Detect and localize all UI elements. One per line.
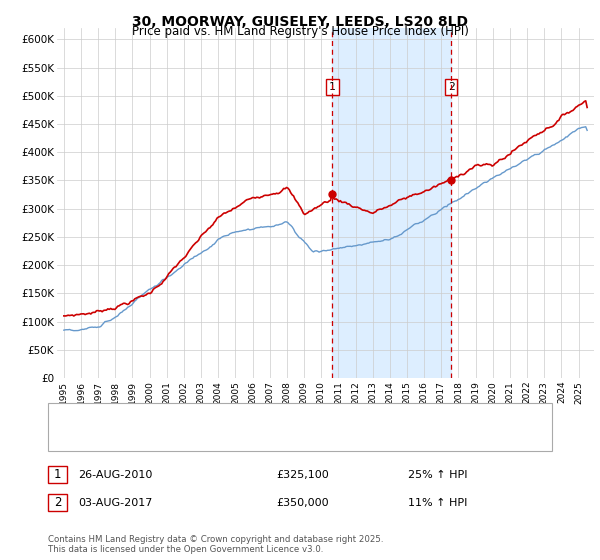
Text: £350,000: £350,000 [276, 498, 329, 508]
Text: 2: 2 [54, 496, 61, 510]
Text: 2: 2 [448, 82, 455, 92]
Text: 30, MOORWAY, GUISELEY, LEEDS, LS20 8LD (detached house): 30, MOORWAY, GUISELEY, LEEDS, LS20 8LD (… [102, 412, 424, 422]
Text: 03-AUG-2017: 03-AUG-2017 [78, 498, 152, 508]
Text: 30, MOORWAY, GUISELEY, LEEDS, LS20 8LD: 30, MOORWAY, GUISELEY, LEEDS, LS20 8LD [132, 15, 468, 29]
Text: 11% ↑ HPI: 11% ↑ HPI [408, 498, 467, 508]
Text: Contains HM Land Registry data © Crown copyright and database right 2025.
This d: Contains HM Land Registry data © Crown c… [48, 535, 383, 554]
Text: 1: 1 [54, 468, 61, 482]
Text: HPI: Average price, detached house, Leeds: HPI: Average price, detached house, Leed… [102, 432, 325, 442]
Text: 1: 1 [329, 82, 336, 92]
Text: 25% ↑ HPI: 25% ↑ HPI [408, 470, 467, 480]
Bar [332, 28, 451, 378]
Text: 26-AUG-2010: 26-AUG-2010 [78, 470, 152, 480]
Text: £325,100: £325,100 [276, 470, 329, 480]
Text: Price paid vs. HM Land Registry's House Price Index (HPI): Price paid vs. HM Land Registry's House … [131, 25, 469, 38]
